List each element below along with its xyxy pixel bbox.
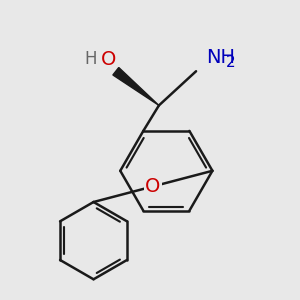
Text: O: O bbox=[145, 177, 161, 196]
Text: NH: NH bbox=[206, 48, 236, 68]
Text: O: O bbox=[101, 50, 116, 69]
Text: 2: 2 bbox=[226, 55, 236, 70]
Polygon shape bbox=[113, 68, 159, 105]
Text: H: H bbox=[84, 50, 97, 68]
